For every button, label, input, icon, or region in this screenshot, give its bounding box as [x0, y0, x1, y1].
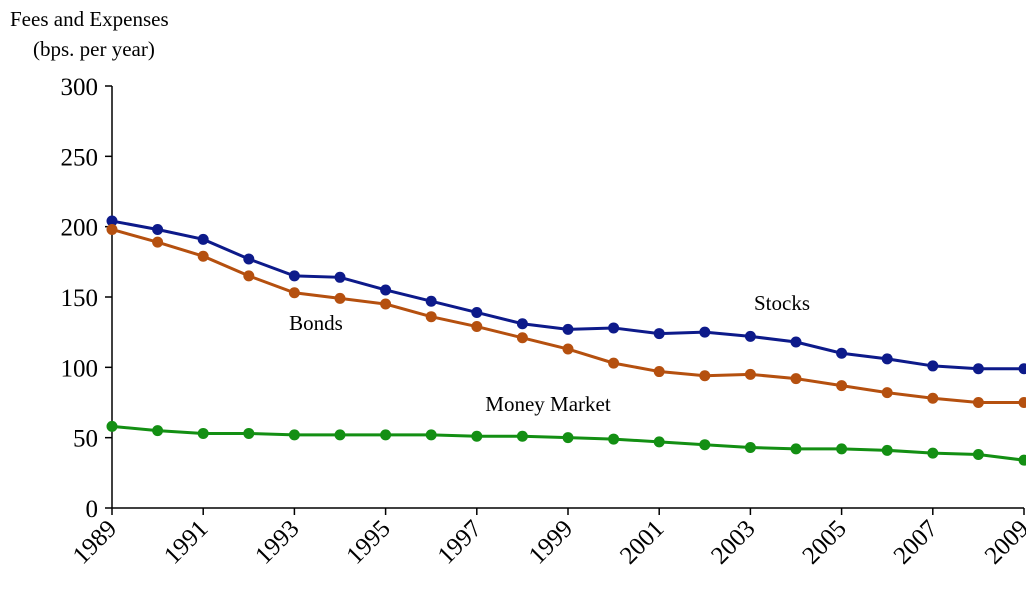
y-axis-label: Fees and Expenses: [10, 7, 169, 31]
data-point: [699, 439, 711, 451]
data-point: [744, 330, 756, 342]
data-point: [927, 392, 939, 404]
x-tick-label: 2005: [797, 515, 851, 569]
x-tick-label: 2009: [980, 515, 1026, 569]
data-point: [516, 318, 528, 330]
data-point: [334, 271, 346, 283]
data-point: [881, 387, 893, 399]
data-point: [790, 443, 802, 455]
x-tick-label: 1999: [524, 515, 578, 569]
data-point: [380, 429, 392, 441]
data-point: [653, 328, 665, 340]
data-point: [744, 368, 756, 380]
data-point: [243, 270, 255, 282]
data-point: [562, 323, 574, 335]
data-point: [972, 449, 984, 461]
data-point: [1018, 397, 1026, 408]
x-tick-label: 1993: [250, 515, 304, 569]
data-point: [653, 436, 665, 448]
y-tick-label: 250: [61, 144, 99, 171]
y-tick-label: 150: [61, 285, 99, 312]
x-tick-label: 2003: [706, 515, 760, 569]
data-point: [836, 443, 848, 455]
data-point: [790, 336, 802, 348]
data-point: [380, 284, 392, 296]
data-point: [1018, 454, 1026, 466]
series-label: Stocks: [754, 291, 810, 315]
x-tick-label: 1995: [341, 515, 395, 569]
data-point: [425, 429, 437, 441]
data-point: [881, 444, 893, 456]
x-tick-label: 2007: [889, 515, 943, 569]
data-point: [972, 363, 984, 375]
data-point: [380, 298, 392, 310]
data-point: [425, 311, 437, 323]
data-point: [106, 215, 118, 227]
data-point: [836, 380, 848, 392]
data-point: [881, 353, 893, 365]
data-point: [288, 270, 300, 282]
data-point: [562, 432, 574, 444]
data-point: [836, 347, 848, 359]
data-point: [471, 321, 483, 333]
data-point: [243, 427, 255, 439]
data-point: [471, 430, 483, 442]
data-point: [699, 326, 711, 338]
x-tick-label: 1997: [433, 515, 487, 569]
data-point: [972, 397, 984, 408]
data-point: [334, 292, 346, 304]
y-tick-label: 50: [73, 426, 98, 453]
y-tick-label: 0: [86, 496, 99, 523]
data-point: [152, 236, 164, 248]
data-point: [425, 295, 437, 307]
data-point: [927, 360, 939, 372]
data-point: [152, 425, 164, 437]
data-point: [152, 223, 164, 235]
data-point: [699, 370, 711, 382]
data-point: [1018, 363, 1026, 375]
data-point: [608, 322, 620, 334]
y-tick-label: 100: [61, 355, 99, 382]
data-point: [106, 223, 118, 235]
x-tick-label: 1991: [159, 515, 213, 569]
x-tick-label: 2001: [615, 515, 669, 569]
x-tick-label: 1989: [68, 515, 122, 569]
data-point: [562, 343, 574, 355]
data-point: [516, 332, 528, 344]
series-label: Money Market: [485, 392, 611, 416]
data-point: [516, 430, 528, 442]
y-axis-label: (bps. per year): [33, 37, 155, 61]
data-point: [106, 420, 118, 432]
data-point: [288, 287, 300, 299]
data-point: [927, 447, 939, 459]
y-tick-label: 200: [61, 215, 99, 242]
series-label: Bonds: [289, 311, 343, 335]
data-point: [744, 442, 756, 454]
data-point: [197, 250, 209, 262]
data-point: [197, 233, 209, 245]
data-point: [790, 373, 802, 385]
data-point: [471, 306, 483, 318]
data-point: [608, 433, 620, 445]
data-point: [197, 427, 209, 439]
data-point: [334, 429, 346, 441]
data-point: [243, 253, 255, 265]
y-tick-label: 300: [61, 74, 99, 101]
data-point: [653, 366, 665, 378]
data-point: [288, 429, 300, 441]
data-point: [608, 357, 620, 369]
